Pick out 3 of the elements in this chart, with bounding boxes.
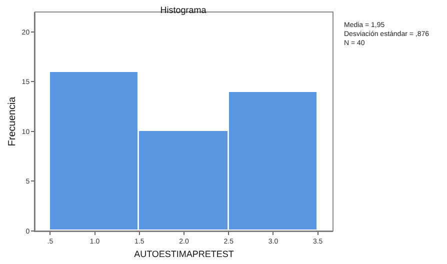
- chart-title: Histograma: [160, 4, 206, 15]
- x-axis-title: AUTOESTIMAPRETEST: [134, 249, 234, 260]
- y-axis-title: Frecuencia: [6, 96, 18, 146]
